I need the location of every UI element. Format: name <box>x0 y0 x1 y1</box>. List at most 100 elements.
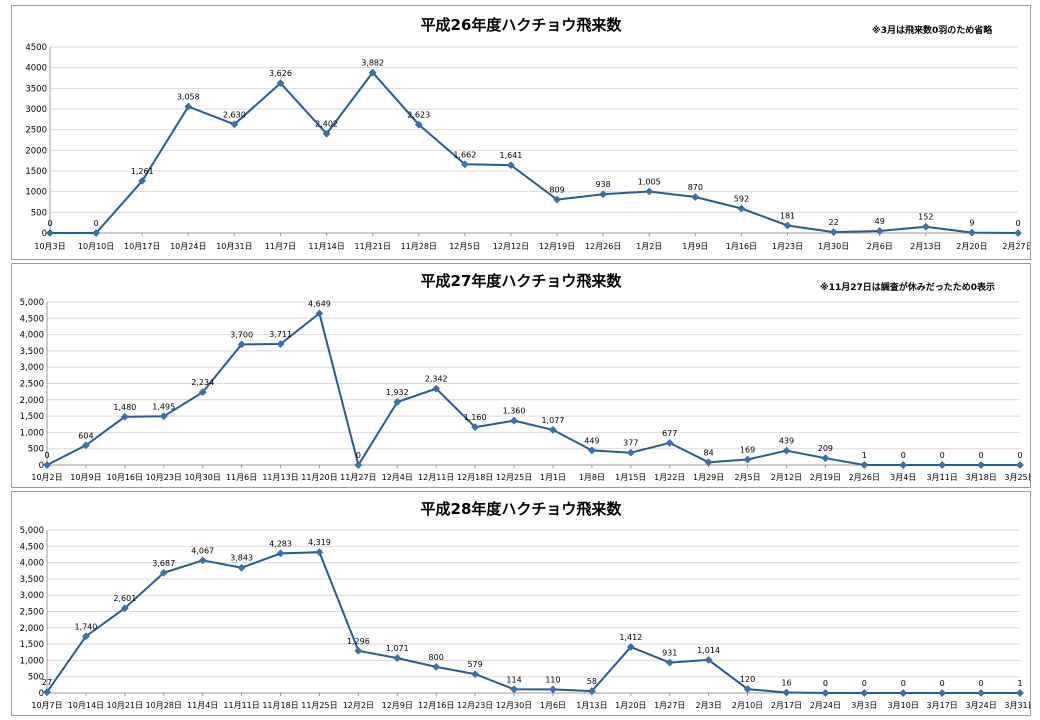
data-point-marker <box>704 458 713 467</box>
data-label: 1,014 <box>697 646 720 655</box>
y-tick-label: 0 <box>39 689 44 699</box>
data-point-marker <box>432 384 441 393</box>
x-tick-label: 3月24日 <box>965 701 996 710</box>
data-point-marker <box>414 120 423 129</box>
x-tick-label: 10月2日 <box>31 473 62 482</box>
x-tick-label: 2月13日 <box>910 242 941 251</box>
data-point-marker <box>977 461 986 469</box>
data-label: 1,296 <box>347 637 370 646</box>
data-point-marker <box>198 388 207 397</box>
series-line <box>50 70 1019 234</box>
x-tick-label: 3月4日 <box>890 473 916 482</box>
data-point-marker <box>829 228 838 237</box>
x-tick-label: 2月20日 <box>956 242 987 251</box>
x-tick-label: 12月2日 <box>343 701 374 710</box>
data-point-marker <box>875 227 884 235</box>
data-point-marker <box>230 120 239 129</box>
y-tick-label: 500 <box>31 208 47 218</box>
data-point-marker <box>276 340 285 348</box>
data-label: 1,641 <box>499 151 522 160</box>
data-label: 2,234 <box>191 378 214 387</box>
data-label: 3,700 <box>230 330 253 339</box>
data-label: 439 <box>779 437 794 446</box>
chart-title: 平成26年度ハクチョウ飛来数 <box>421 16 623 34</box>
data-label: 3,687 <box>152 559 175 568</box>
data-point-marker <box>276 79 285 88</box>
x-tick-label: 1月8日 <box>579 473 605 482</box>
data-point-marker <box>899 461 908 469</box>
data-point-marker <box>198 556 207 565</box>
data-point-marker <box>432 662 441 671</box>
x-tick-label: 2月26日 <box>849 473 880 482</box>
data-point-marker <box>159 568 168 577</box>
x-tick-label: 11月7日 <box>265 242 296 251</box>
data-label: 938 <box>596 180 611 189</box>
data-label: 1,412 <box>619 633 642 642</box>
data-point-marker <box>782 688 791 697</box>
data-label: 931 <box>662 649 677 658</box>
data-label: 0 <box>979 679 984 688</box>
chart-note: ※3月は飛来数0羽のため省略 <box>872 24 993 36</box>
data-label: 4,319 <box>308 538 331 547</box>
y-tick-label: 3,000 <box>20 591 44 601</box>
data-label: 1,077 <box>542 416 565 425</box>
data-label: 0 <box>862 679 867 688</box>
data-label: 9 <box>969 219 974 228</box>
x-tick-label: 10月14日 <box>68 701 104 710</box>
data-point-marker <box>938 689 947 697</box>
y-tick-label: 1000 <box>25 188 47 198</box>
x-tick-label: 12月16日 <box>418 701 454 710</box>
data-point-marker <box>549 425 557 434</box>
data-label: 449 <box>584 436 599 445</box>
data-point-marker <box>1016 689 1024 697</box>
data-label: 22 <box>829 218 839 227</box>
x-tick-label: 1月29日 <box>693 473 724 482</box>
data-point-marker <box>743 685 752 694</box>
data-point-marker <box>471 670 480 679</box>
chart-title: 平成27年度ハクチョウ飛来数 <box>421 272 623 290</box>
data-label: 4,649 <box>308 299 331 308</box>
data-label: 1,160 <box>464 413 487 422</box>
y-tick-label: 1,000 <box>20 428 44 438</box>
y-tick-label: 2000 <box>25 146 47 156</box>
data-point-marker <box>587 446 596 455</box>
x-tick-label: 11月13日 <box>262 473 298 482</box>
data-point-marker <box>510 416 518 425</box>
x-tick-label: 11月25日 <box>301 701 337 710</box>
data-label: 49 <box>875 217 885 226</box>
y-tick-label: 2,000 <box>20 396 44 406</box>
data-label: 0 <box>940 679 945 688</box>
data-point-marker <box>645 187 654 196</box>
data-point-marker <box>237 563 246 572</box>
data-label: 2,623 <box>407 111 430 120</box>
x-tick-label: 12月23日 <box>457 701 493 710</box>
data-point-marker <box>1016 461 1024 469</box>
data-point-marker <box>899 689 908 697</box>
x-tick-label: 11月27日 <box>340 473 376 482</box>
data-point-marker <box>138 176 147 185</box>
data-point-marker <box>938 461 947 469</box>
data-label: 0 <box>1017 451 1022 460</box>
data-label: 677 <box>662 429 677 438</box>
x-tick-label: 2月12日 <box>771 473 802 482</box>
data-point-marker <box>237 340 246 349</box>
data-point-marker <box>92 229 101 237</box>
y-tick-label: 1,000 <box>20 656 44 666</box>
data-label: 1,662 <box>453 150 476 159</box>
x-tick-label: 1月20日 <box>615 701 646 710</box>
x-tick-label: 2月27日 <box>1002 242 1030 251</box>
data-point-marker <box>626 643 635 651</box>
x-tick-label: 3月10日 <box>888 701 919 710</box>
data-point-marker <box>860 689 869 697</box>
data-point-marker <box>276 549 285 558</box>
x-tick-label: 11月14日 <box>308 242 344 251</box>
x-tick-label: 12月25日 <box>496 473 532 482</box>
x-tick-label: 1月15日 <box>615 473 646 482</box>
y-tick-label: 500 <box>28 673 44 683</box>
data-point-marker <box>159 412 168 421</box>
data-point-marker <box>704 655 713 664</box>
data-point-marker <box>510 685 518 694</box>
data-point-marker <box>665 658 674 667</box>
data-label: 2,402 <box>315 120 338 129</box>
data-point-marker <box>553 195 562 204</box>
